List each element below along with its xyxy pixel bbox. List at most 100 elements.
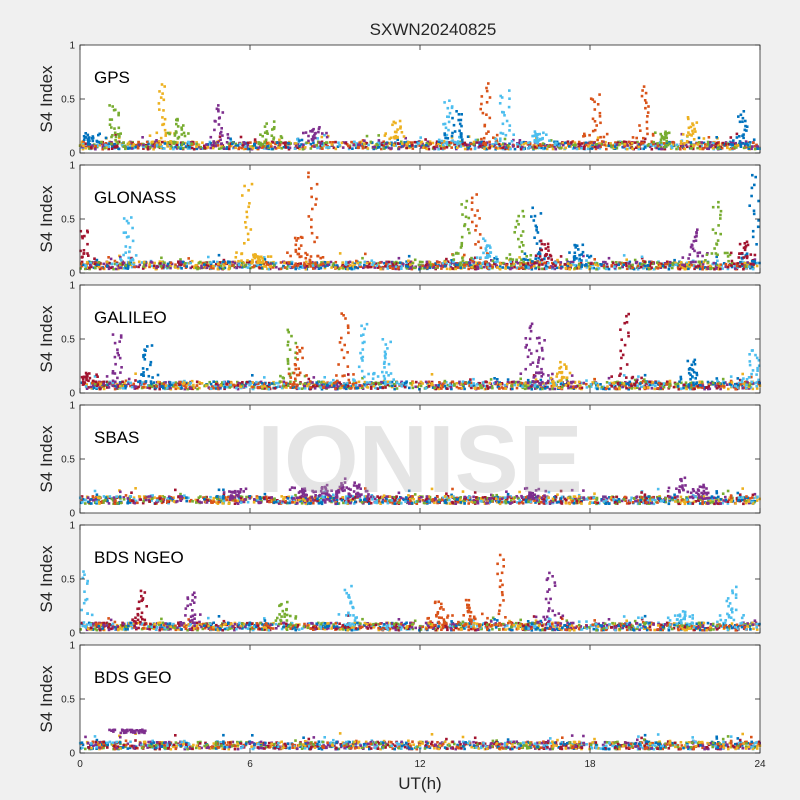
data-point [571,380,575,384]
data-point [145,140,149,144]
data-point [226,133,230,136]
data-point [158,387,161,391]
data-point [136,146,140,150]
data-point [125,235,129,239]
data-point [310,187,313,190]
data-point [661,387,664,391]
data-point [435,145,439,149]
data-point [163,265,166,269]
data-point [539,387,542,391]
data-point [158,381,161,384]
data-point [483,147,486,150]
data-point [520,266,523,269]
data-point [678,267,682,271]
data-point [208,380,211,384]
data-point [317,380,320,384]
data-point [691,247,695,250]
data-point [483,387,487,391]
data-point [643,373,647,377]
data-point [87,386,90,389]
data-point [649,261,653,265]
data-point [487,82,490,85]
data-point [247,205,250,209]
data-point [175,143,178,147]
data-point [179,380,182,384]
data-point [753,253,757,257]
data-point [86,133,90,137]
data-point [749,386,753,389]
data-point [730,259,734,263]
data-point [155,139,158,142]
data-point [741,257,744,260]
data-point [724,265,727,269]
data-point [588,143,591,147]
data-point [735,132,739,136]
data-point [545,267,548,270]
data-point [266,255,270,258]
data-point [346,384,350,388]
data-point [643,384,647,388]
data-point [257,142,261,146]
data-point [119,266,123,270]
data-point [169,144,173,148]
data-point [128,246,132,249]
data-point [697,136,701,140]
data-point [639,265,643,269]
data-point [235,266,239,270]
data-point [84,385,88,388]
data-point [547,257,550,260]
data-point [598,144,601,147]
data-point [441,147,445,151]
data-point [500,382,504,385]
data-point [400,380,403,384]
data-point [539,212,543,215]
data-point [600,263,603,266]
data-point [484,249,488,252]
data-point [86,252,89,255]
data-point [539,239,543,243]
data-point [443,101,446,104]
data-point [727,263,731,267]
data-point [307,175,310,179]
data-point [212,380,215,383]
data-point [138,143,141,147]
data-point [457,252,460,255]
data-point [321,256,325,259]
data-point [316,146,319,150]
data-point [86,242,89,246]
data-point [568,145,571,148]
data-point [608,387,611,391]
data-point [425,142,429,145]
data-point [501,132,505,135]
data-point [385,142,388,146]
data-point [453,141,456,144]
data-point [350,264,354,267]
data-point [288,146,292,150]
data-point [115,262,119,266]
data-point [179,263,183,267]
data-point [267,387,271,391]
data-point [323,133,326,137]
data-point [405,146,408,150]
data-point [304,251,307,255]
data-point [254,253,257,257]
data-point [108,142,111,146]
data-point [750,375,753,379]
data-point [440,141,444,144]
data-point [705,253,709,256]
data-point [555,142,558,145]
data-point [394,144,398,147]
data-point [148,265,151,269]
data-point [369,385,373,389]
data-point [728,147,732,151]
data-point [199,147,203,150]
data-point [682,386,685,390]
data-point [317,264,321,267]
data-point [296,146,299,149]
data-point [472,382,476,385]
data-point [520,258,523,261]
data-point [564,141,567,145]
data-point [634,141,637,144]
data-point [458,144,461,148]
data-point [582,147,586,151]
